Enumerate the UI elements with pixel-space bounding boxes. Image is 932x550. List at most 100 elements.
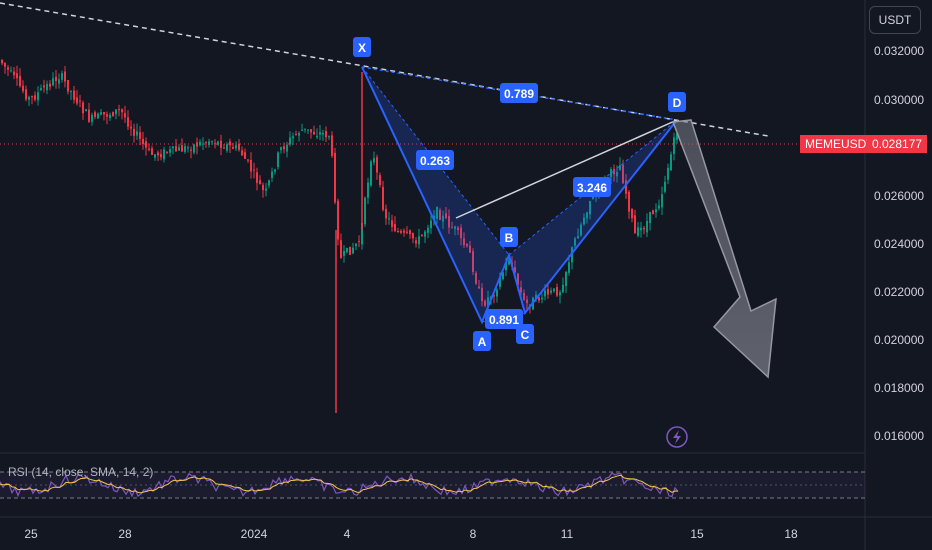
candle-body [610,169,612,178]
candle-body [412,233,414,239]
candle-body [265,188,267,191]
price-axis[interactable]: 0.032000 0.030000 0.026000 0.024000 0.02… [874,44,924,443]
candle-body [229,141,231,146]
candle-body [208,141,210,145]
svg-text:X: X [358,41,366,55]
candle-body [619,165,621,171]
candle-body [460,227,462,239]
ratio-bcd-badge[interactable]: 3.246 [573,177,611,197]
candle-body [118,109,120,111]
candle-body [472,251,474,272]
candle-body [148,148,150,151]
svg-text:0.263: 0.263 [420,154,450,168]
point-x-badge[interactable]: X [353,37,371,57]
time-tick: 8 [470,527,477,541]
candle-body [457,227,459,231]
candle-body [34,95,36,100]
candle-body [100,112,102,115]
down-arrow-icon[interactable] [671,119,777,379]
candle-body [568,262,570,273]
point-b-badge[interactable]: B [500,227,518,247]
candle-body [160,154,162,158]
candle-body [88,109,90,122]
lightning-icon[interactable] [666,426,688,448]
candle-body [520,287,522,293]
rsi-ma-line [0,474,679,494]
price-tick: 0.022000 [874,285,924,299]
candle-body [61,73,63,80]
candle-body [49,83,51,87]
candle-body [121,109,123,113]
candle-body [334,152,336,203]
candle-body [94,112,96,117]
candle-body [325,130,327,138]
candle-body [475,272,477,284]
candle-body [400,230,402,233]
currency-button[interactable]: USDT [869,6,921,34]
rsi-legend[interactable]: RSI (14, close, SMA, 14, 2) [8,465,154,479]
candle-body [361,223,363,245]
candle-body [559,292,561,296]
ratio-xd-badge[interactable]: 0.789 [500,83,538,103]
candle-body [286,144,288,152]
candle-body [436,207,438,219]
candle-body [649,211,651,224]
candle-body [505,262,507,271]
candle-body [487,297,489,306]
candle-body [403,230,405,233]
candle-body [322,132,324,135]
ratio-abc-badge[interactable]: 0.891 [485,309,523,329]
candle-body [268,180,270,186]
candle-body [136,131,138,136]
price-tick: 0.024000 [874,237,924,251]
candle-body [301,129,303,131]
candle-body [442,215,444,222]
point-d-badge[interactable]: D [668,92,686,112]
time-tick: 18 [784,527,798,541]
candle-body [406,231,408,233]
time-axis[interactable]: 25 28 2024 4 8 11 15 18 [24,527,798,541]
candle-body [178,147,180,151]
candle-body [22,85,24,92]
candle-body [637,227,639,236]
candle-body [1,59,3,64]
candle-body [271,171,273,178]
candle-body [250,159,252,172]
candle-body [463,238,465,246]
candle-body [85,109,87,112]
candle-body [220,140,222,148]
candle-body [235,145,237,149]
candle-body [580,224,582,236]
point-a-badge[interactable]: A [473,331,491,351]
candle-body [145,141,147,148]
candle-body [7,67,9,70]
candle-body [625,180,627,194]
ratio-xab-badge[interactable]: 0.263 [416,150,454,170]
candle-body [541,297,543,300]
candle-body [445,213,447,219]
candle-body [25,89,27,100]
candle-body [199,141,201,146]
pattern-xab-fill [362,67,509,322]
candle-body [16,73,18,79]
candle-body [535,294,537,300]
candle-body [415,240,417,244]
svg-text:A: A [478,335,487,349]
candle-body [385,208,387,219]
candle-body [217,141,219,145]
candle-body [352,247,354,254]
candle-body [226,144,228,151]
candle-body [115,109,117,115]
trendline[interactable] [0,2,769,137]
time-tick: 25 [24,527,38,541]
candle-body [256,172,258,184]
candle-body [670,154,672,171]
candle-body [574,238,576,246]
candle-body [661,194,663,208]
candle-body [211,141,213,143]
projection-line[interactable] [455,119,678,219]
point-c-badge[interactable]: C [516,324,534,344]
candle-body [466,243,468,247]
candle-body [13,71,15,76]
